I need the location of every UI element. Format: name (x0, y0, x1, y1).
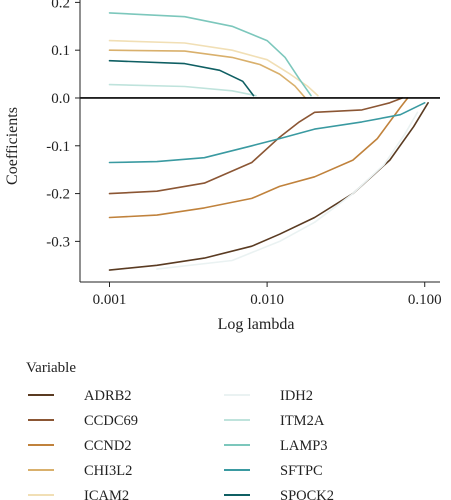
legend-label: SFTPC (280, 463, 323, 479)
series-layer (108, 12, 429, 271)
x-axis-title: Log lambda (218, 316, 295, 333)
axes: -0.3 -0.2 -0.1 0.0 0.1 0.2 0.001 0.010 0.100 (46, 0, 442, 308)
legend-item-sftpc: SFTPC (224, 463, 323, 479)
y-axis-ticks: -0.3 -0.2 -0.1 0.0 0.1 0.2 (46, 0, 80, 250)
legend-item-spock2: SPOCK2 (224, 488, 334, 500)
y-tick-label: 0.1 (51, 43, 70, 59)
legend-item-adrb2: ADRB2 (28, 388, 132, 404)
legend-title: Variable (26, 360, 76, 376)
legend-item-chi3l2: CHI3L2 (28, 463, 132, 479)
series-line-itm2a (108, 83, 257, 97)
legend-label: LAMP3 (280, 438, 328, 454)
legend-label: SPOCK2 (280, 488, 334, 500)
series-line-lamp3 (108, 12, 312, 97)
y-axis-title: Coefficients (4, 107, 21, 185)
legend-item-idh2: IDH2 (224, 388, 313, 404)
legend-label: IDH2 (280, 388, 313, 404)
legend-label: CCND2 (84, 438, 132, 454)
legend-label: CHI3L2 (84, 463, 132, 479)
y-tick-label: -0.2 (46, 187, 70, 203)
series-line-adrb2 (108, 102, 429, 271)
y-tick-label: -0.3 (46, 234, 70, 250)
legend-item-ccdc69: CCDC69 (28, 413, 138, 429)
legend-label: ADRB2 (84, 388, 132, 404)
legend-label: CCDC69 (84, 413, 138, 429)
y-tick-label: -0.1 (46, 139, 70, 155)
legend-label: ICAM2 (84, 488, 129, 500)
x-tick-label: 0.001 (93, 292, 127, 308)
series-line-icam2 (108, 39, 319, 97)
x-tick-label: 0.100 (408, 292, 442, 308)
series-line-sftpc (108, 102, 426, 164)
legend-item-icam2: ICAM2 (28, 488, 129, 500)
legend-item-itm2a: ITM2A (224, 413, 325, 429)
legend-item-ccnd2: CCND2 (28, 438, 132, 454)
series-line-ccnd2 (108, 97, 409, 219)
plot-area (80, 12, 440, 271)
y-tick-label: 0.2 (51, 0, 70, 11)
series-line-ccdc69 (108, 97, 403, 195)
series-line-idh2 (156, 111, 419, 270)
series-line-chi3l2 (108, 49, 307, 99)
x-tick-label: 0.010 (250, 292, 284, 308)
x-axis-ticks: 0.001 0.010 0.100 (93, 282, 442, 308)
legend-items: ADRB2 CCDC69 CCND2 CHI3L2 ICAM2 IDH2 ITM2A LAMP… (28, 388, 334, 500)
legend-item-lamp3: LAMP3 (224, 438, 328, 454)
legend: Variable ADRB2 CCDC69 CCND2 CHI3L2 ICAM2 IDH2… (26, 360, 334, 500)
legend-label: ITM2A (280, 413, 325, 429)
y-tick-label: 0.0 (51, 91, 70, 107)
series-line-spock2 (108, 59, 255, 97)
